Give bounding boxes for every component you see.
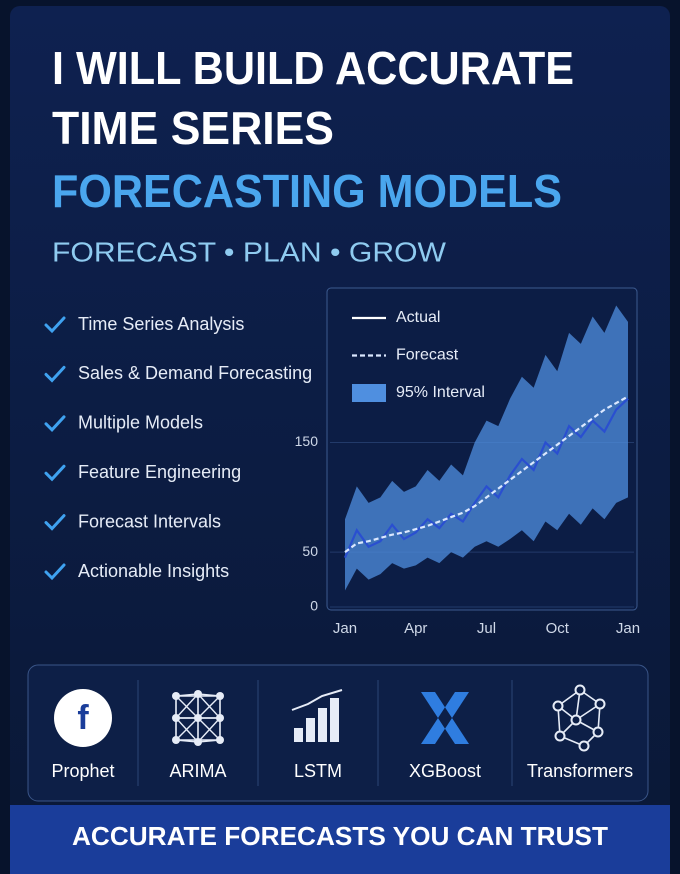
arima-edge xyxy=(197,693,221,719)
x-tick-label: Jul xyxy=(477,620,496,637)
arima-node xyxy=(194,738,202,746)
tool-label: Prophet xyxy=(51,761,114,781)
lstm-bar xyxy=(330,698,339,742)
transformer-node xyxy=(578,740,590,752)
check-icon xyxy=(44,464,66,482)
arima-node xyxy=(172,714,180,722)
tool-icon xyxy=(421,692,469,744)
transformer-node xyxy=(570,714,582,726)
arima-edge xyxy=(197,695,221,719)
prophet-glyph: f xyxy=(77,699,89,737)
transformer-node xyxy=(594,698,606,710)
tool-icon xyxy=(172,690,224,746)
footer-band xyxy=(10,805,670,874)
lstm-bar xyxy=(294,728,303,742)
tool-label: LSTM xyxy=(294,761,342,781)
tool-label: XGBoost xyxy=(409,761,481,781)
legend-label: Actual xyxy=(396,309,440,326)
arima-node xyxy=(216,692,224,700)
series-line xyxy=(344,395,629,554)
y-tick-label: 0 xyxy=(310,598,318,614)
feature-item: Sales & Demand Forecasting xyxy=(78,363,312,383)
tool-label: Transformers xyxy=(527,761,633,781)
tool-icon xyxy=(552,684,606,752)
arima-edge xyxy=(175,717,199,743)
tool-icon xyxy=(291,689,343,742)
transformer-node xyxy=(592,726,604,738)
arima-node xyxy=(216,736,224,744)
check-icon xyxy=(44,316,66,334)
x-tick-label: Apr xyxy=(404,620,427,637)
arima-edge xyxy=(197,717,221,743)
x-tick-label: Jan xyxy=(616,620,640,637)
transformer-node xyxy=(574,684,586,696)
tool-label: ARIMA xyxy=(169,761,226,781)
arima-node xyxy=(172,736,180,744)
transformer-node xyxy=(554,730,566,742)
feature-item: Multiple Models xyxy=(78,413,203,433)
xgboost-icon xyxy=(421,692,469,744)
check-icon xyxy=(44,514,66,531)
tool-icon: f xyxy=(54,689,112,747)
y-tick-label: 150 xyxy=(295,433,319,449)
arima-node xyxy=(194,690,202,698)
title-line: I WILL BUILD ACCURATE xyxy=(52,42,574,94)
y-tick-label: 50 xyxy=(302,543,318,559)
legend-label: 95% Interval xyxy=(396,384,485,401)
check-icon xyxy=(44,415,66,432)
feature-item: Time Series Analysis xyxy=(78,314,244,334)
lstm-bar xyxy=(306,718,315,742)
check-icon xyxy=(44,365,66,383)
arima-node xyxy=(194,714,202,722)
transformer-node xyxy=(552,700,564,712)
arima-node xyxy=(216,714,224,722)
interval-band xyxy=(345,305,628,591)
lstm-bar xyxy=(318,708,327,742)
prophet-icon xyxy=(54,689,112,747)
lstm-trend xyxy=(291,689,343,711)
series-line xyxy=(343,397,629,559)
legend-swatch xyxy=(352,384,386,402)
arima-edge xyxy=(175,693,199,719)
feature-item: Feature Engineering xyxy=(78,462,241,482)
feature-item: Forecast Intervals xyxy=(78,511,221,531)
legend-label: Forecast xyxy=(396,347,459,364)
title-highlight: FORECASTING MODELS xyxy=(52,165,562,217)
footer-text: ACCURATE FORECASTS YOU CAN TRUST xyxy=(72,821,608,851)
tagline: FORECAST • PLAN • GROW xyxy=(52,236,447,267)
title-line: TIME SERIES xyxy=(52,102,334,154)
check-icon xyxy=(44,563,66,581)
arima-edge xyxy=(175,717,199,741)
arima-node xyxy=(172,692,180,700)
feature-item: Actionable Insights xyxy=(78,561,229,581)
x-tick-label: Jan xyxy=(333,620,357,637)
x-tick-label: Oct xyxy=(546,620,570,637)
